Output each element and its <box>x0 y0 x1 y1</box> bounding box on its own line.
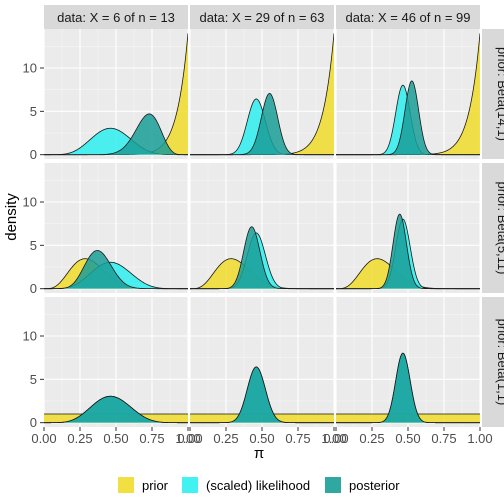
x-tick-label: 0.50 <box>395 431 420 446</box>
prior-area <box>190 258 334 289</box>
density-areas <box>44 395 188 424</box>
panel <box>335 297 481 427</box>
row-strip-label: prior: Beta(5,11) <box>495 182 504 275</box>
posterior-area <box>190 366 334 423</box>
legend-key-posterior <box>325 477 341 493</box>
x-tick-label: 0.25 <box>359 431 384 446</box>
density-areas <box>336 33 480 156</box>
x-tick-label: 0.50 <box>103 431 128 446</box>
panel <box>335 29 481 159</box>
row-strip <box>482 163 504 293</box>
prior-area <box>190 33 334 155</box>
density-areas <box>190 226 334 290</box>
x-tick-label: 0.75 <box>431 431 456 446</box>
row-strip <box>482 29 504 159</box>
prior-area <box>44 33 188 155</box>
panel <box>189 29 335 159</box>
legend-key-likelihood <box>182 477 198 493</box>
panels-group <box>43 29 481 427</box>
panel <box>43 297 189 427</box>
strips-group: data: X = 6 of n = 13 data: X = 29 of n =… <box>44 5 504 427</box>
y-tick-label: 10 <box>23 195 37 210</box>
panel <box>43 29 189 159</box>
x-tick-label: 1.00 <box>175 431 200 446</box>
posterior-area <box>44 250 188 289</box>
legend-key-prior <box>118 477 134 493</box>
y-tick-label: 10 <box>23 329 37 344</box>
panel <box>189 297 335 427</box>
prior-area <box>336 258 480 289</box>
density-areas <box>190 366 334 424</box>
y-tick-label: 10 <box>23 61 37 76</box>
x-tick-label: 0.00 <box>323 431 348 446</box>
legend: prior (scaled) likelihood posterior <box>118 477 400 493</box>
posterior-curve <box>336 352 480 424</box>
posterior-area <box>190 93 334 155</box>
x-tick-label: 1.00 <box>321 431 346 446</box>
legend-label-likelihood: (scaled) likelihood <box>206 478 310 493</box>
posterior-curve <box>190 366 334 424</box>
posterior-area <box>190 226 334 289</box>
posterior-curve <box>44 113 188 156</box>
y-tick-label: 0 <box>30 415 37 430</box>
column-strip <box>336 5 480 29</box>
y-axis-title: density <box>3 193 20 241</box>
column-strip-label: data: X = 6 of n = 13 <box>57 10 175 25</box>
density-areas <box>336 213 480 290</box>
posterior-curve <box>336 80 480 156</box>
x-tick-label: 0.25 <box>213 431 238 446</box>
x-axis-title: π <box>254 445 264 462</box>
panel <box>43 163 189 293</box>
legend-label-posterior: posterior <box>349 478 400 493</box>
y-tick-label: 5 <box>30 104 37 119</box>
legend-label-prior: prior <box>142 478 169 493</box>
column-strip <box>190 5 334 29</box>
panel <box>335 163 481 293</box>
density-areas <box>44 33 188 156</box>
row-strip-label: prior: Beta(1,1) <box>495 319 504 406</box>
column-strip-label: data: X = 29 of n = 63 <box>199 10 324 25</box>
row-strip <box>482 297 504 427</box>
column-strip-label: data: X = 46 of n = 99 <box>345 10 470 25</box>
posterior-curve <box>44 395 188 424</box>
panel <box>189 163 335 293</box>
row-strip-label: prior: Beta(14,1) <box>495 47 504 141</box>
y-tick-label: 0 <box>30 147 37 162</box>
y-tick-label: 5 <box>30 372 37 387</box>
posterior-curve <box>336 213 480 290</box>
x-tick-label: 0.25 <box>67 431 92 446</box>
density-areas <box>44 250 188 290</box>
x-tick-label: 0.75 <box>285 431 310 446</box>
x-tick-label: 0.75 <box>139 431 164 446</box>
y-tick-label: 5 <box>30 238 37 253</box>
density-areas <box>190 33 334 156</box>
y-tick-label: 0 <box>30 281 37 296</box>
posterior-area <box>336 214 480 289</box>
posterior-curve <box>190 93 334 156</box>
x-tick-label: 0.50 <box>249 431 274 446</box>
posterior-area <box>336 80 480 155</box>
x-tick-label: 1.00 <box>467 431 492 446</box>
posterior-area <box>44 113 188 155</box>
column-strip <box>44 5 188 29</box>
posterior-curve <box>44 250 188 290</box>
posterior-curve <box>190 226 334 290</box>
prior-area <box>336 33 480 155</box>
x-tick-label: 0.00 <box>177 431 202 446</box>
posterior-area <box>336 353 480 423</box>
density-areas <box>336 352 480 424</box>
x-tick-label: 0.00 <box>31 431 56 446</box>
